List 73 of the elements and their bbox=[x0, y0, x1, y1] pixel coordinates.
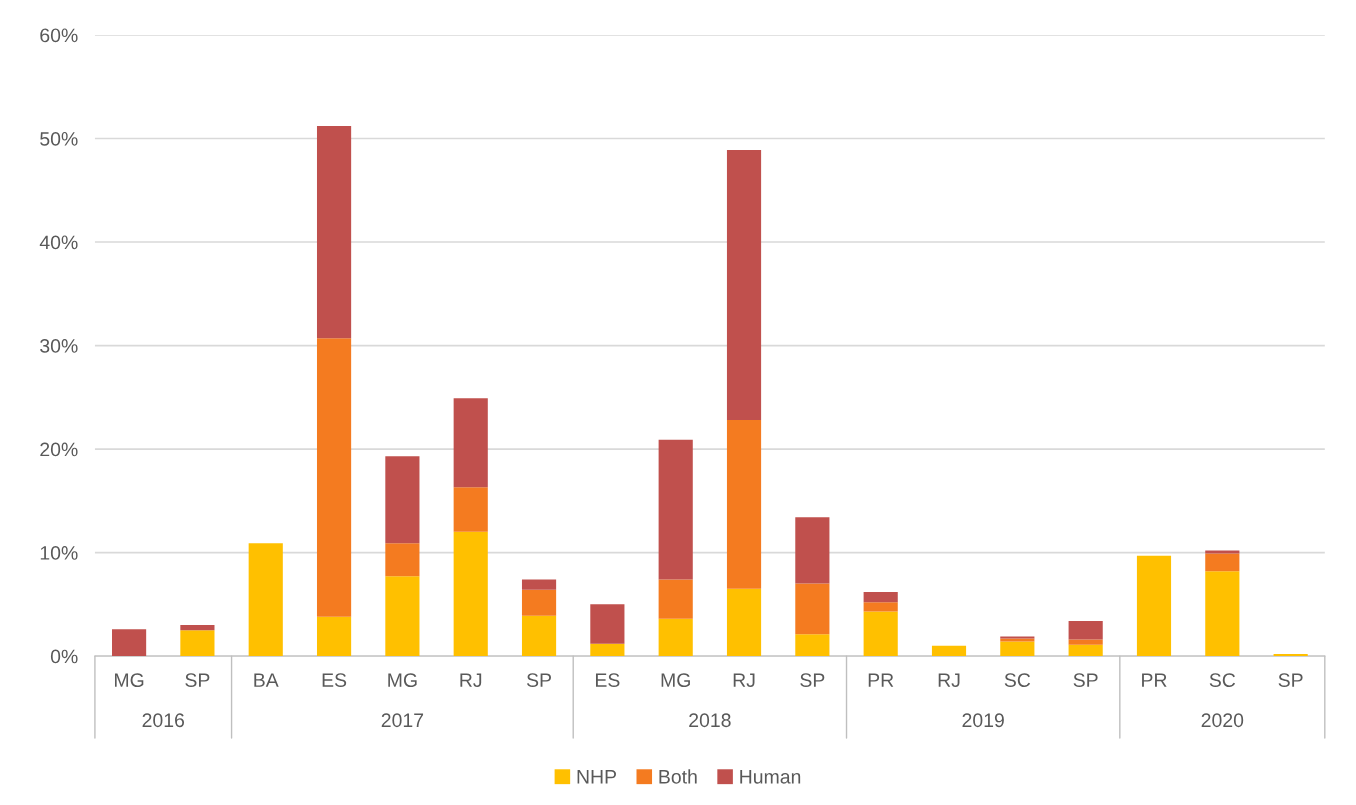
bar bbox=[1068, 639, 1103, 645]
x-tick-label: ES bbox=[596, 673, 620, 688]
bar bbox=[863, 611, 898, 657]
bar bbox=[385, 456, 420, 544]
text: 2020 bbox=[1201, 713, 1244, 728]
bar bbox=[180, 625, 215, 631]
bar bbox=[931, 645, 967, 657]
text: 2017 bbox=[381, 713, 424, 728]
bar bbox=[1068, 620, 1103, 640]
x-tick-label: SP bbox=[526, 673, 551, 688]
bar bbox=[1136, 555, 1172, 657]
bar bbox=[726, 149, 762, 421]
bar bbox=[521, 579, 557, 590]
legend-label: Both bbox=[659, 769, 697, 784]
bar bbox=[658, 579, 693, 619]
x-tick-label: SP bbox=[1073, 673, 1098, 688]
text: 2018 bbox=[689, 713, 731, 728]
x-tick-label: MG bbox=[115, 673, 144, 688]
bar bbox=[385, 576, 420, 657]
bar bbox=[316, 126, 352, 339]
bar bbox=[1205, 571, 1240, 657]
bar bbox=[795, 517, 830, 584]
bar bbox=[521, 589, 557, 616]
bar bbox=[385, 543, 420, 577]
bar bbox=[590, 643, 625, 657]
bar bbox=[863, 602, 898, 612]
x-tick-label: SP bbox=[800, 673, 825, 688]
x-tick-label: BA bbox=[254, 673, 279, 687]
bar bbox=[863, 591, 898, 603]
y-tick-label: 60% bbox=[40, 28, 78, 43]
bar bbox=[658, 439, 693, 580]
bar bbox=[112, 629, 147, 657]
bar bbox=[1000, 641, 1035, 657]
x-tick-label: SC bbox=[1004, 673, 1031, 688]
text: 2016 bbox=[142, 713, 185, 728]
bar bbox=[726, 420, 762, 589]
bar bbox=[590, 604, 625, 644]
legend-label: Human bbox=[740, 770, 801, 784]
bar bbox=[248, 543, 283, 657]
bar bbox=[521, 615, 557, 657]
bar bbox=[453, 531, 488, 657]
y-tick-label: 0% bbox=[50, 649, 78, 664]
x-tick-label: SP bbox=[1278, 673, 1303, 688]
x-tick-label: MG bbox=[661, 673, 690, 688]
x-tick-label: RJ bbox=[460, 673, 482, 688]
x-tick-label: MG bbox=[388, 673, 417, 688]
x-tick-label: RJ bbox=[938, 673, 960, 688]
bar bbox=[453, 398, 488, 488]
x-tick-label: SP bbox=[185, 673, 210, 688]
bar bbox=[1273, 654, 1308, 657]
bar bbox=[1068, 644, 1103, 657]
y-tick-label: 40% bbox=[39, 235, 78, 250]
bar bbox=[1205, 553, 1240, 572]
y-tick-label: 30% bbox=[40, 339, 78, 353]
x-tick-label: PR bbox=[868, 673, 894, 687]
x-tick-label: PR bbox=[1142, 673, 1167, 687]
bar bbox=[180, 630, 215, 657]
bar bbox=[726, 588, 762, 657]
x-tick-label: ES bbox=[322, 673, 347, 688]
x-tick-label: SC bbox=[1209, 673, 1236, 688]
text: 2019 bbox=[962, 713, 1004, 728]
legend-label: NHP bbox=[577, 770, 617, 784]
bar bbox=[316, 338, 352, 617]
y-tick-label: 10% bbox=[40, 546, 78, 560]
y-tick-label: 50% bbox=[40, 131, 78, 146]
x-tick-label: RJ bbox=[733, 673, 755, 688]
bar bbox=[795, 583, 830, 635]
bar bbox=[795, 634, 830, 657]
bar bbox=[453, 487, 488, 532]
y-tick-label: 20% bbox=[40, 442, 78, 457]
bar bbox=[1205, 550, 1240, 554]
bar bbox=[316, 616, 352, 657]
bar bbox=[658, 618, 693, 657]
